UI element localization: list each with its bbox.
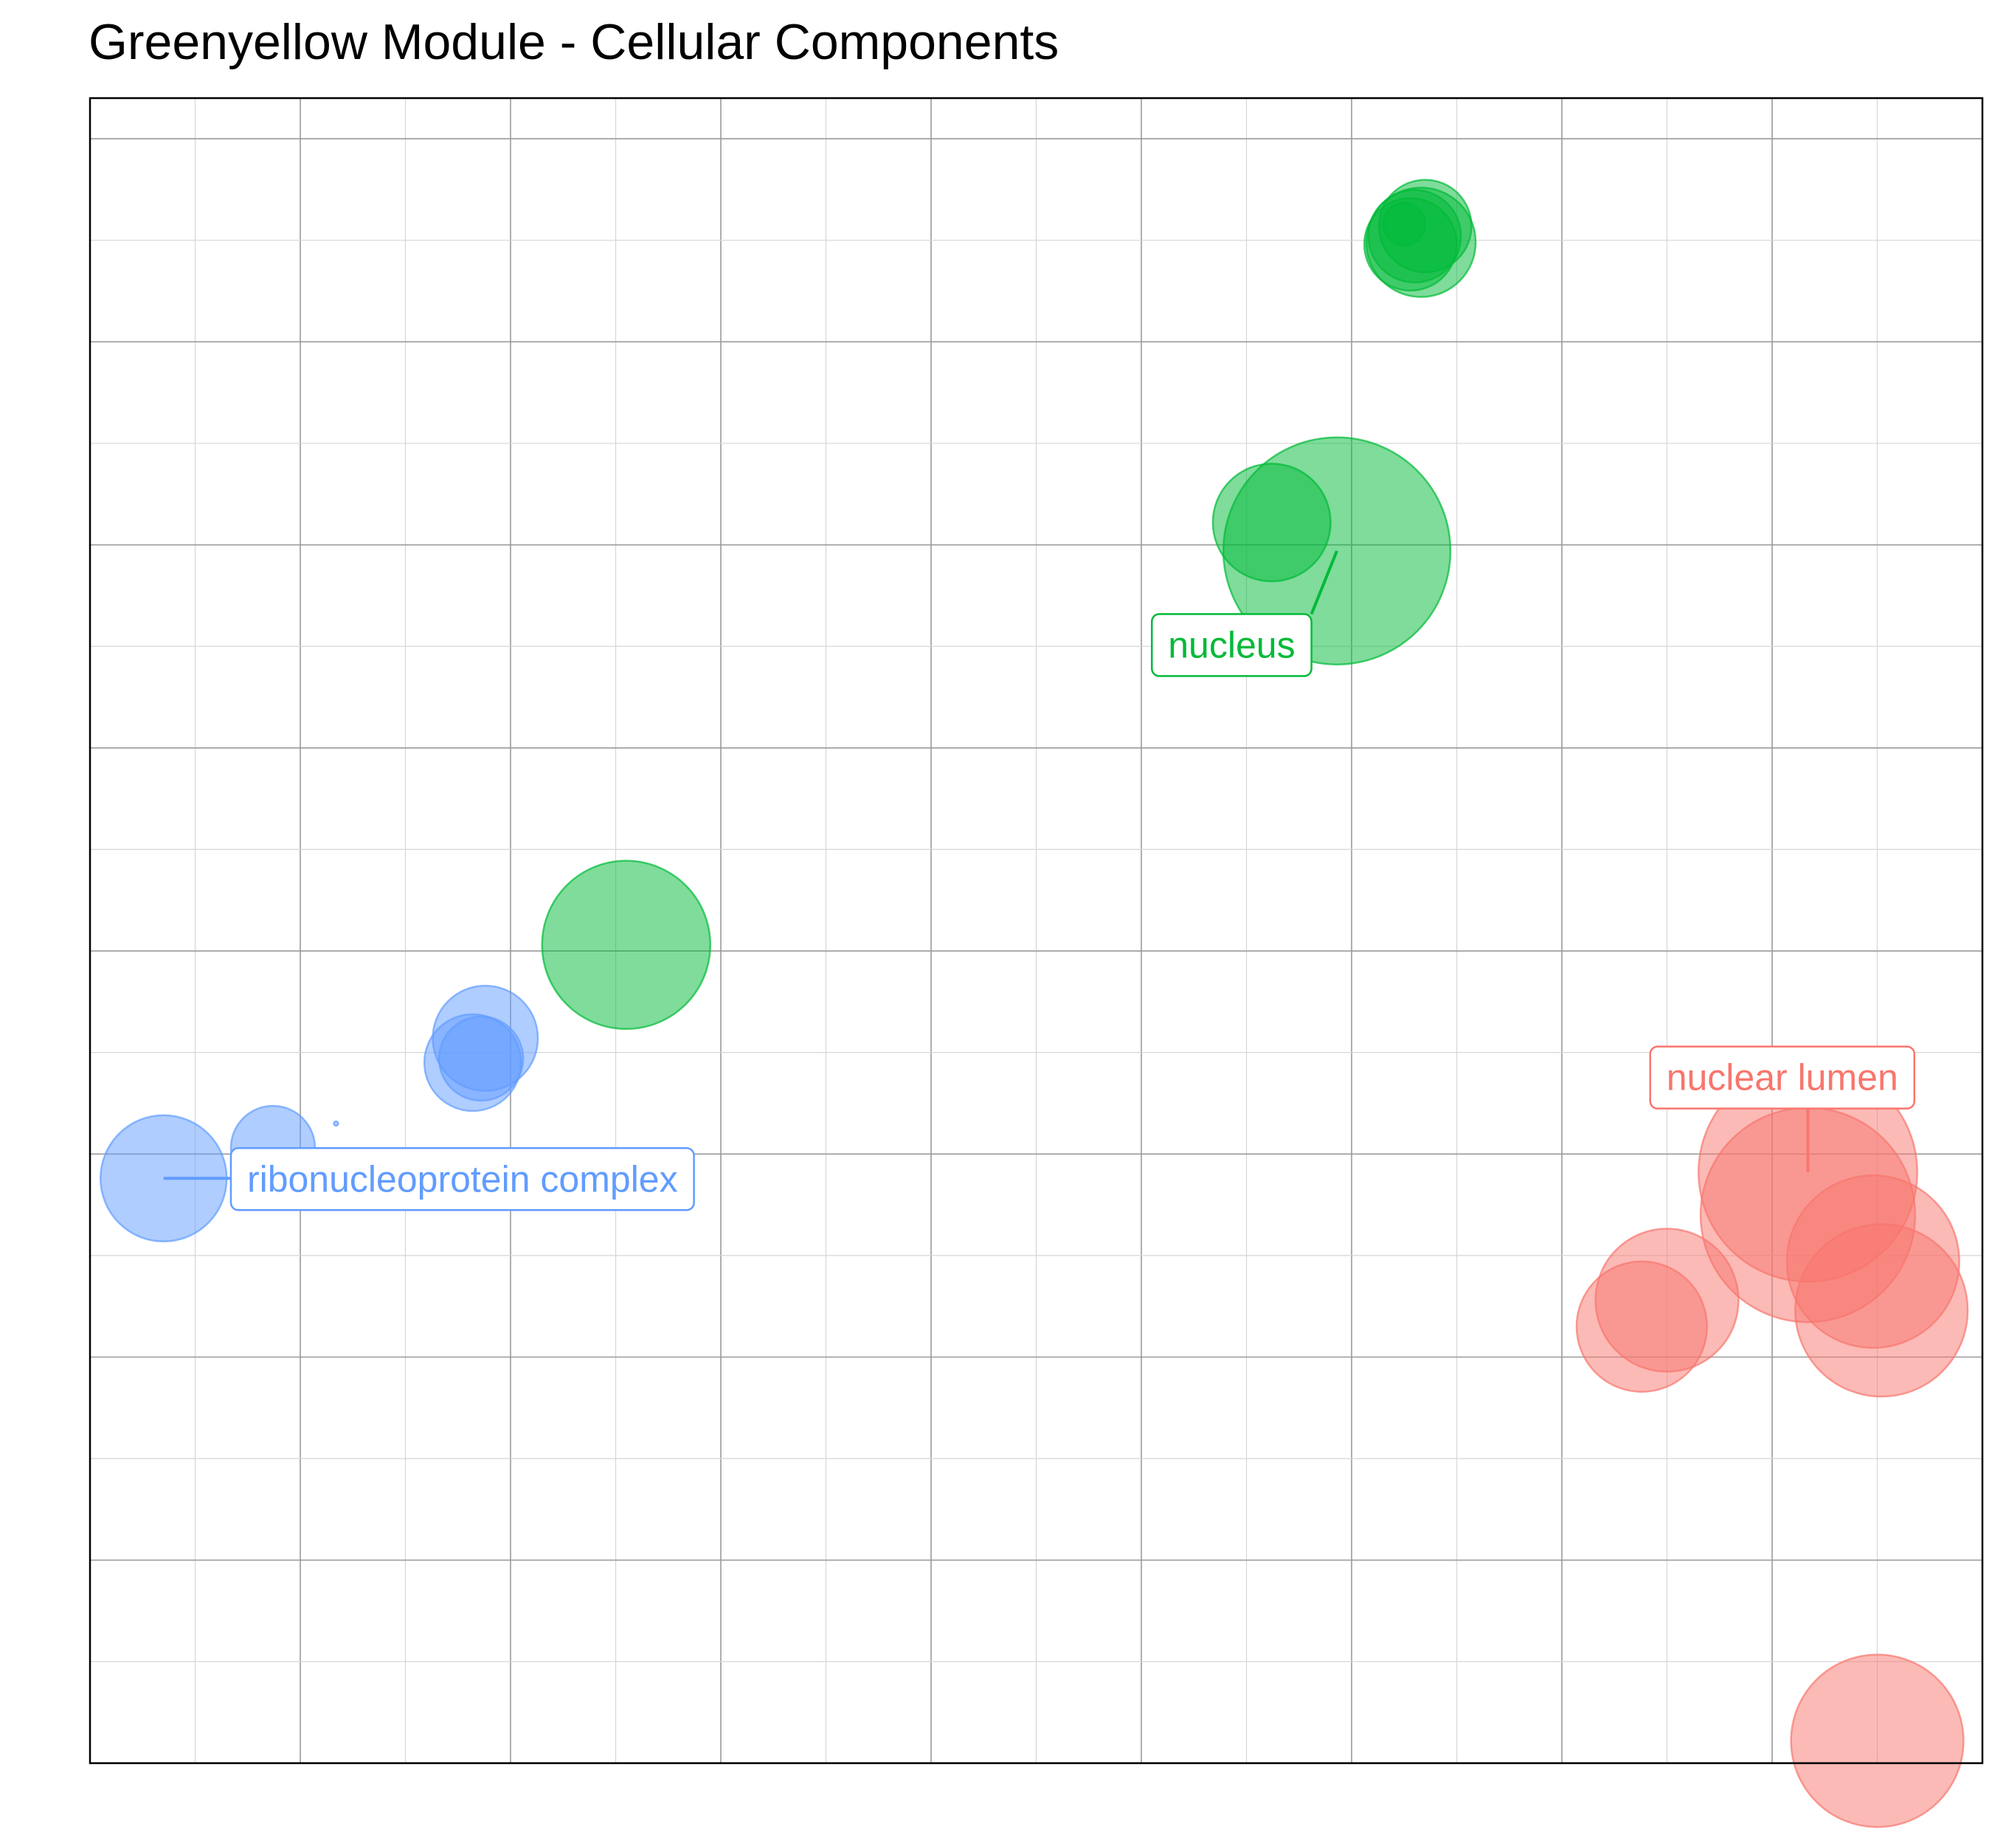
data-point bbox=[1794, 1223, 1969, 1398]
bubble-layer bbox=[100, 179, 1969, 1828]
annotation-label: nuclear lumen bbox=[1649, 1045, 1916, 1110]
data-point bbox=[1790, 1653, 1965, 1828]
data-point bbox=[1575, 1260, 1708, 1393]
plot-frame bbox=[89, 97, 1984, 1765]
data-point bbox=[1382, 201, 1426, 246]
annotation-label: ribonucleoprotein complex bbox=[229, 1147, 695, 1211]
annotation-box bbox=[1151, 613, 1313, 677]
annotation-leader bbox=[1310, 550, 1338, 615]
data-point bbox=[333, 1120, 339, 1127]
grid-layer bbox=[89, 98, 1983, 1764]
annotation-text: nucleus bbox=[1168, 624, 1295, 665]
annotation-text: ribonucleoprotein complex bbox=[247, 1158, 678, 1200]
data-point bbox=[423, 1013, 522, 1112]
chart-title: Greenyellow Module - Cellular Components bbox=[89, 14, 1059, 70]
annotation-box bbox=[1649, 1045, 1916, 1110]
data-point bbox=[541, 859, 711, 1031]
annotation-label: nucleus bbox=[1151, 613, 1313, 677]
annotation-text: nuclear lumen bbox=[1667, 1057, 1898, 1098]
label-layer: ribonucleoprotein complex nucleus nuclear … bbox=[163, 550, 1916, 1211]
